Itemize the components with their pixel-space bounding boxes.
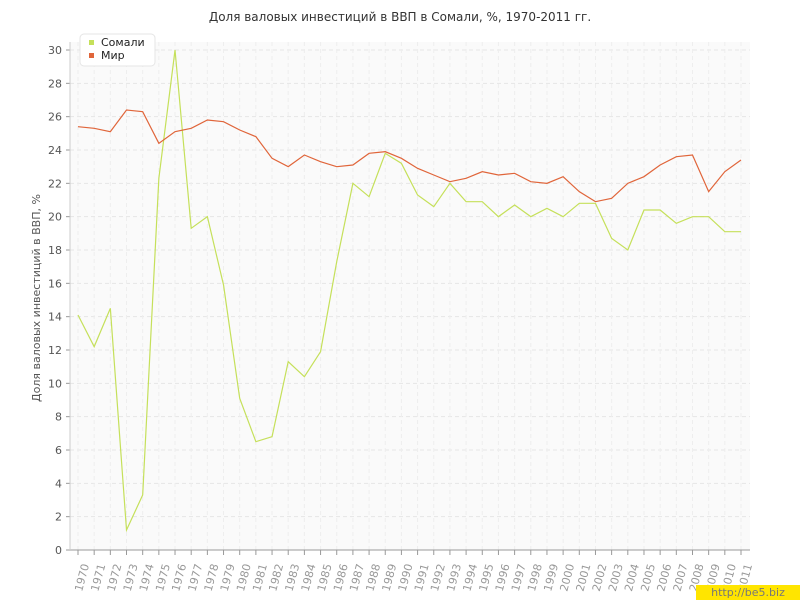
y-tick-label: 2 bbox=[55, 511, 62, 524]
y-tick-label: 14 bbox=[48, 311, 62, 324]
legend-swatch bbox=[89, 53, 94, 58]
y-tick-label: 30 bbox=[48, 44, 62, 57]
legend-label: Сомали bbox=[101, 36, 145, 49]
y-axis-label: Доля валовых инвестиций в ВВП, % bbox=[30, 194, 43, 402]
y-tick-label: 10 bbox=[48, 377, 62, 390]
y-tick-label: 12 bbox=[48, 344, 62, 357]
legend-label: Мир bbox=[101, 49, 125, 62]
y-tick-label: 26 bbox=[48, 111, 62, 124]
watermark: http://be5.biz bbox=[711, 586, 785, 599]
y-tick-label: 16 bbox=[48, 277, 62, 290]
plot-area bbox=[70, 42, 750, 550]
y-tick-label: 8 bbox=[55, 411, 62, 424]
y-tick-label: 0 bbox=[55, 544, 62, 557]
y-tick-label: 4 bbox=[55, 477, 62, 490]
legend-box bbox=[79, 33, 156, 67]
series-line bbox=[77, 49, 741, 533]
legend-swatch bbox=[89, 40, 94, 45]
y-tick-label: 6 bbox=[55, 444, 62, 457]
series-line bbox=[77, 109, 742, 203]
y-tick-label: 20 bbox=[48, 211, 62, 224]
chart-title: Доля валовых инвестиций в ВВП в Сомали, … bbox=[209, 10, 591, 24]
y-tick-label: 18 bbox=[48, 244, 62, 257]
y-tick-label: 22 bbox=[48, 177, 62, 190]
y-tick-label: 24 bbox=[48, 144, 62, 157]
watermark-bg bbox=[696, 585, 800, 600]
y-tick-label: 28 bbox=[48, 77, 62, 90]
